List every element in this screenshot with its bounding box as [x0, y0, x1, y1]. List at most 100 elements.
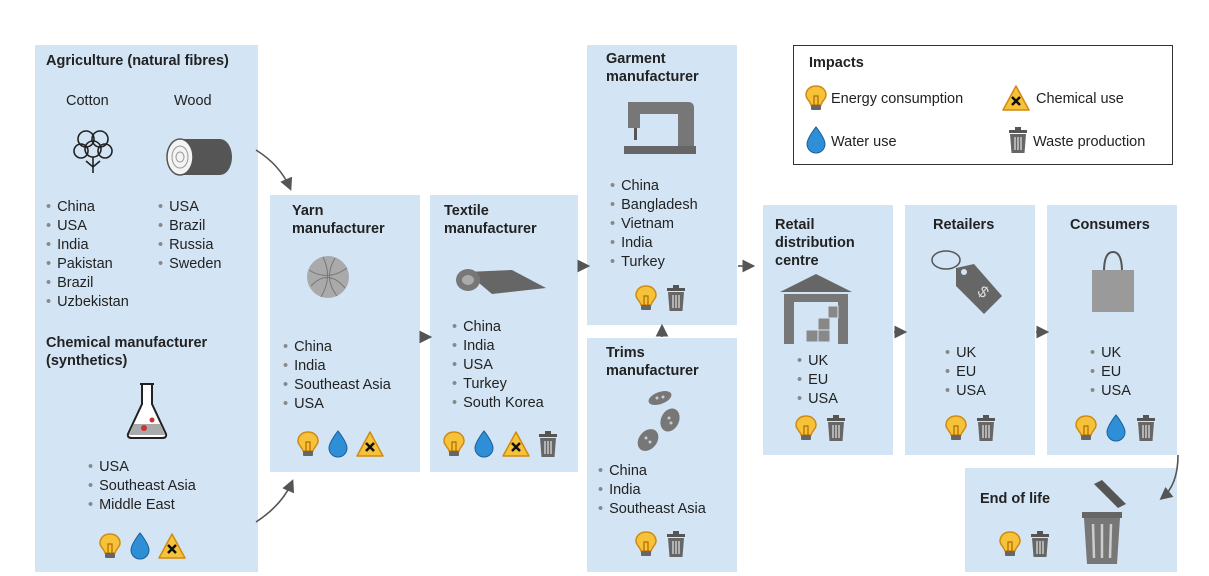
country: Russia [158, 236, 221, 255]
sewing-machine-icon-part [624, 146, 696, 154]
country: India [598, 481, 706, 500]
country: USA [1090, 382, 1131, 401]
arrows-part-part [256, 482, 292, 522]
chemical-icon-part [357, 432, 383, 456]
node-title: Retailers [933, 216, 994, 234]
country: South Korea [452, 394, 544, 413]
energy-icon [794, 414, 818, 442]
legend-title: Impacts [809, 54, 864, 72]
diagram: Agriculture (natural fibres) Cotton Wood… [0, 0, 1209, 576]
country: Bangladesh [610, 196, 698, 215]
warehouse-icon-part-part [818, 330, 830, 342]
warehouse-icon-part-part [806, 330, 818, 342]
waste-icon [974, 414, 998, 442]
waste-icon-part [1015, 127, 1021, 130]
water-icon-part [807, 127, 825, 153]
fabric-icon-part [462, 275, 474, 285]
country-list: ChinaUSAIndiaPakistanBrazilUzbekistan [46, 198, 129, 312]
energy-icon-part [449, 451, 459, 456]
country: India [610, 234, 698, 253]
chemical-icon-part [1003, 86, 1029, 110]
bin-icon-part [1082, 512, 1122, 518]
water-icon [472, 430, 496, 458]
country: EU [797, 371, 838, 390]
impact-icons [634, 284, 688, 312]
country: Southeast Asia [598, 500, 706, 519]
country: India [46, 236, 129, 255]
legend-label: Energy consumption [831, 90, 963, 108]
tag-icon-part [932, 251, 960, 269]
waste-icon [664, 284, 688, 312]
sewing-machine-icon-part [634, 128, 637, 140]
country: China [283, 338, 391, 357]
chemical-icon-part [159, 534, 185, 558]
country-list: ChinaIndiaSoutheast Asia [598, 462, 706, 519]
water-icon [326, 430, 350, 458]
chemical-icon [158, 532, 186, 560]
country: USA [797, 390, 838, 409]
impact-icons [442, 430, 560, 458]
node-title: Retail distribution centre [775, 216, 875, 270]
impact-icons [794, 414, 848, 442]
country: Vietnam [610, 215, 698, 234]
buttons-icon-part-part [647, 388, 674, 407]
waste-icon-part [833, 415, 839, 418]
water-icon-part [131, 533, 149, 559]
country: USA [158, 198, 221, 217]
fabric-icon [452, 262, 548, 302]
buttons-icon-part-part [649, 441, 652, 444]
energy-icon [1074, 414, 1098, 442]
energy-icon [634, 284, 658, 312]
waste-icon [1028, 530, 1052, 558]
water-icon [804, 126, 828, 154]
impact-icons [98, 532, 186, 560]
country: India [452, 337, 544, 356]
node-title: Trims manufacturer [606, 344, 721, 380]
country: India [283, 357, 391, 376]
impact-icons [998, 530, 1052, 558]
country: EU [1090, 363, 1131, 382]
node-title: End of life [980, 490, 1050, 508]
node-title: Garment manufacturer [606, 50, 716, 86]
legend-icon [1002, 84, 1030, 112]
country: UK [1090, 344, 1131, 363]
waste-icon-part [673, 285, 679, 288]
warehouse-icon-part [780, 274, 852, 292]
country-list: USASoutheast AsiaMiddle East [88, 458, 196, 515]
country: USA [46, 217, 129, 236]
node-title: Chemical manufacturer (synthetics) [46, 334, 251, 370]
chemical-icon [356, 430, 384, 458]
energy-icon-part [303, 451, 313, 456]
country: Southeast Asia [88, 477, 196, 496]
country: Turkey [452, 375, 544, 394]
legend-label: Water use [831, 133, 897, 151]
yarn-icon [303, 252, 353, 302]
buttons-icon-part-part [645, 437, 648, 440]
waste-icon [664, 530, 688, 558]
waste-icon-part [1031, 534, 1049, 537]
page: Textile supply chain {"legend":{"title":… [0, 0, 1209, 576]
buttons-icon-part-part [657, 405, 683, 434]
chemical-icon-part [503, 432, 529, 456]
legend-icon [804, 126, 828, 154]
country-list: UKEUUSA [945, 344, 986, 401]
energy-icon-part [951, 435, 961, 440]
legend-label: Chemical use [1036, 90, 1124, 108]
country-list: UKEUUSA [1090, 344, 1131, 401]
buttons-icon-part-part [668, 417, 671, 420]
country-list: ChinaBangladeshVietnamIndiaTurkey [610, 177, 698, 272]
buttons-icon-part-part [633, 425, 662, 454]
country-list: UKEUUSA [797, 352, 838, 409]
waste-icon-part [667, 534, 685, 537]
legend-icon [804, 84, 828, 112]
legend-label: Waste production [1033, 133, 1145, 151]
country: Turkey [610, 253, 698, 272]
country: China [452, 318, 544, 337]
waste-icon-part [827, 418, 845, 421]
waste-icon-part [673, 531, 679, 534]
cotton-icon-part-part [86, 157, 100, 173]
waste-icon-part [1137, 418, 1155, 421]
country: USA [283, 395, 391, 414]
waste-icon-part [539, 434, 557, 437]
energy-icon [944, 414, 968, 442]
